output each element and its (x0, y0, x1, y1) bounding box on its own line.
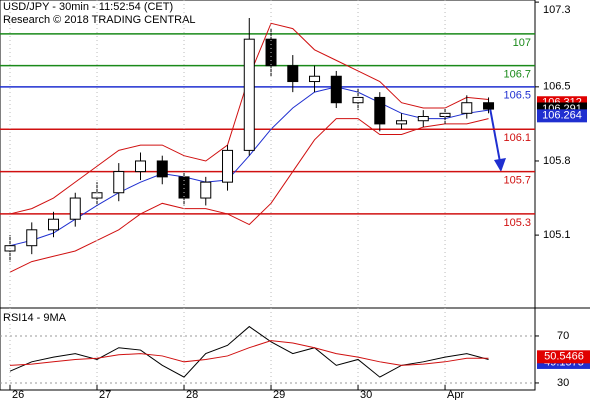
x-tick-label: 26 (12, 389, 24, 400)
x-tick-label: Apr (447, 389, 464, 400)
y-tick-label: 30 (557, 377, 569, 389)
last-value-marker (537, 350, 590, 364)
candle-body (309, 75, 321, 83)
candle-body (243, 38, 255, 151)
candle-body (483, 102, 495, 110)
candle-body (113, 171, 125, 194)
target-arrowhead (494, 158, 506, 172)
y-tick-label: 105.1 (543, 229, 571, 241)
candle-body (222, 149, 234, 183)
y-tick-label: 105.8 (543, 155, 571, 167)
candle-body (48, 218, 60, 231)
level-label: 105.7 (503, 174, 531, 186)
indicator-line (9, 325, 489, 378)
band-line (9, 118, 489, 273)
level-label: 106.7 (503, 69, 531, 81)
y-tick-label: 107.3 (543, 4, 571, 16)
candle-body (330, 75, 342, 104)
candle-body (417, 115, 429, 122)
x-tick-label: 29 (273, 389, 285, 400)
candle-body (374, 96, 386, 125)
level-label: 105.3 (503, 217, 531, 229)
candle-body (461, 102, 473, 114)
candle-body (135, 160, 147, 173)
candle-body (396, 120, 408, 125)
last-value-label: 50.5466 (544, 351, 584, 363)
chart-subtitle: Research © 2018 TRADING CENTRAL (3, 14, 196, 26)
x-tick-label: 28 (186, 389, 198, 400)
candle-body (69, 197, 81, 220)
indicator-line (9, 340, 489, 366)
candle-body (91, 192, 103, 199)
price-marker-label: 106.264 (542, 110, 582, 122)
candle-body (26, 229, 38, 247)
x-tick-label: 30 (360, 389, 372, 400)
x-tick-label: 27 (99, 389, 111, 400)
y-tick-label: 106.5 (543, 81, 571, 93)
candle-body (200, 181, 212, 199)
target-arrow (489, 107, 501, 163)
level-label: 106.1 (503, 132, 531, 144)
level-label: 107 (513, 37, 531, 49)
indicator-title: RSI14 - 9MA (3, 312, 67, 324)
candle-body (156, 160, 168, 178)
y-tick-label: 70 (557, 330, 569, 342)
level-label: 106.5 (503, 90, 531, 102)
candle-body (287, 65, 299, 83)
price-marker (537, 109, 587, 123)
chart-title: USD/JPY - 30min - 11:52:54 (CET) (3, 1, 173, 13)
